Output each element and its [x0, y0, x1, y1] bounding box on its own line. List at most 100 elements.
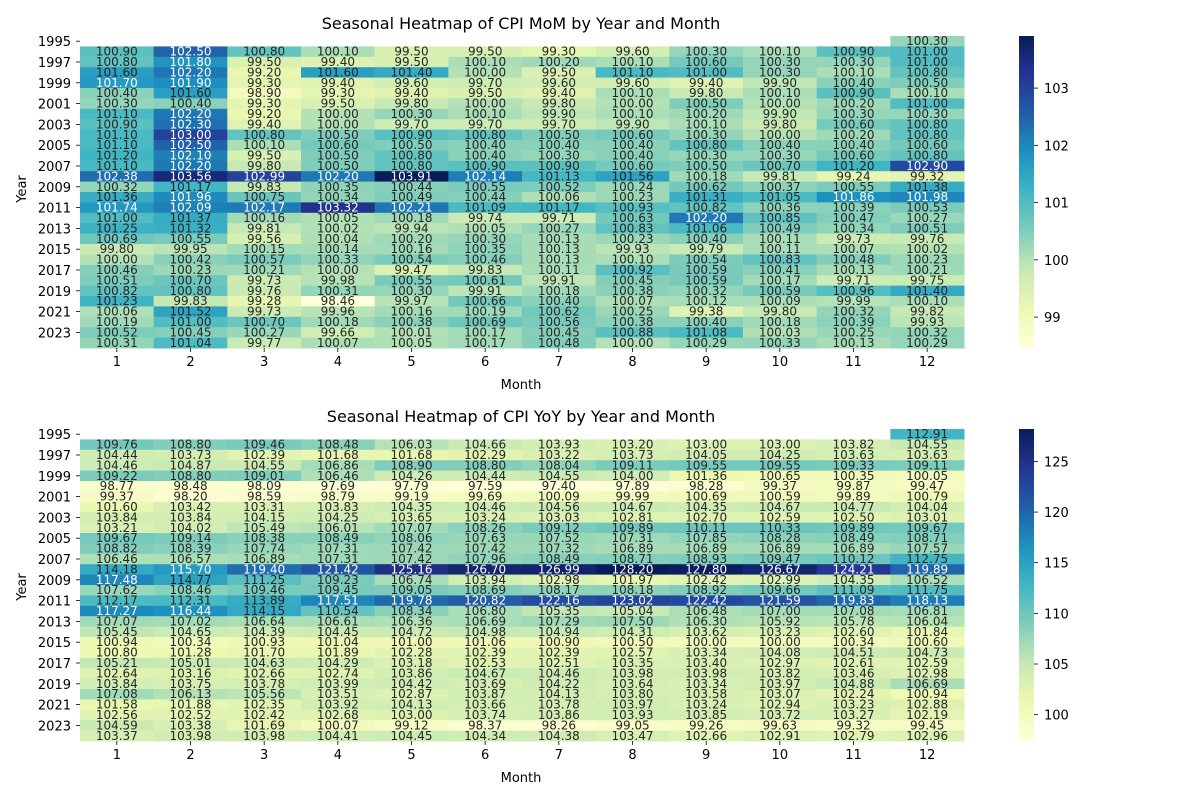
heatmap-cell	[890, 553, 965, 565]
cell-value-label: 103.35	[612, 656, 654, 670]
cell-value-label: 109.01	[243, 469, 285, 483]
heatmap-cell	[80, 689, 155, 700]
cell-value-label: 104.63	[243, 656, 285, 670]
heatmap-cell	[301, 275, 376, 287]
heatmap-cell	[595, 637, 670, 648]
cell-value-label: 118.13	[906, 594, 948, 608]
heatmap-cell	[448, 574, 523, 586]
y-tick-label: 2007	[38, 553, 71, 568]
cell-value-label: 101.17	[538, 201, 580, 215]
cell-value-label: 123.02	[612, 594, 654, 608]
cell-value-label: 112.91	[906, 427, 948, 441]
cell-value-label: 100.52	[96, 325, 138, 339]
heatmap-cell	[743, 233, 818, 245]
heatmap-cell	[448, 522, 523, 534]
mom-colorbar: 99 100 101 102 103	[1019, 36, 1069, 348]
heatmap-cell	[522, 585, 597, 596]
heatmap-cell	[80, 119, 155, 131]
heatmap-cell	[227, 98, 302, 110]
heatmap-cell	[448, 449, 523, 461]
cell-value-label: 100.49	[759, 221, 801, 235]
heatmap-cell	[522, 491, 597, 503]
cell-value-label: 99.20	[247, 107, 281, 121]
heatmap-cell	[448, 689, 523, 700]
heatmap-cell	[522, 564, 597, 576]
cell-value-label: 101.97	[612, 573, 654, 587]
heatmap-cell	[153, 574, 228, 586]
heatmap-cell	[448, 46, 523, 58]
cell-value-label: 104.38	[538, 729, 580, 743]
heatmap-cell	[448, 709, 523, 721]
cell-value-label: 108.26	[464, 521, 506, 535]
cell-value-label: 100.13	[833, 336, 875, 350]
cell-value-label: 102.30	[170, 117, 212, 131]
heatmap-cell	[669, 88, 744, 99]
cell-value-label: 100.16	[391, 242, 433, 256]
heatmap-cell	[522, 533, 597, 544]
cell-value-label: 100.47	[833, 211, 875, 225]
heatmap-cell	[80, 129, 155, 141]
cell-value-label: 106.04	[906, 614, 948, 628]
heatmap-cell	[522, 337, 597, 349]
cell-value-label: 104.67	[464, 666, 506, 680]
cell-value-label: 103.98	[612, 666, 654, 680]
cell-value-label: 106.81	[906, 604, 948, 618]
cell-value-label: 101.74	[96, 201, 138, 215]
heatmap-cell	[890, 449, 965, 461]
heatmap-cell	[669, 699, 744, 711]
cell-value-label: 99.60	[615, 76, 649, 90]
x-tick-label: 10	[772, 748, 789, 763]
y-tick-label: 2017	[38, 264, 71, 279]
heatmap-cell	[80, 709, 155, 721]
heatmap-cell	[374, 637, 449, 648]
cell-value-label: 100.90	[96, 117, 138, 131]
cell-value-label: 103.00	[759, 438, 801, 452]
heatmap-cell	[153, 553, 228, 565]
heatmap-cell	[743, 129, 818, 141]
heatmap-cell	[743, 192, 818, 203]
cell-value-label: 124.21	[833, 562, 875, 576]
heatmap-cell	[816, 564, 891, 576]
heatmap-cell	[816, 439, 891, 451]
heatmap-cell	[153, 699, 228, 711]
heatmap-cell	[669, 491, 744, 503]
heatmap-cell	[743, 730, 818, 742]
heatmap-cell	[669, 119, 744, 131]
heatmap-cell	[227, 512, 302, 524]
heatmap-cell	[301, 119, 376, 131]
cell-value-label: 102.42	[243, 708, 285, 722]
heatmap-cell	[153, 481, 228, 492]
heatmap-cell	[522, 223, 597, 235]
heatmap-cell	[669, 657, 744, 669]
heatmap-cell	[374, 223, 449, 235]
heatmap-cell	[374, 699, 449, 711]
heatmap-cell	[669, 678, 744, 690]
cell-value-label: 100.32	[906, 325, 948, 339]
cell-value-label: 100.18	[685, 169, 727, 183]
cell-value-label: 102.90	[906, 159, 948, 173]
cell-value-label: 100.48	[538, 336, 580, 350]
cell-value-label: 100.14	[317, 242, 359, 256]
cell-value-label: 104.34	[464, 729, 506, 743]
cell-value-label: 100.83	[759, 253, 801, 267]
cell-value-label: 100.10	[612, 55, 654, 69]
cell-value-label: 99.89	[836, 490, 870, 504]
y-tick-label: 2019	[38, 678, 71, 693]
heatmap-cell	[301, 543, 376, 555]
colorbar-tick-label: 105	[1044, 658, 1069, 673]
heatmap-cell	[153, 626, 228, 638]
heatmap-cell	[890, 285, 965, 297]
heatmap-cell	[816, 605, 891, 617]
x-tick-label: 4	[334, 748, 342, 763]
cell-value-label: 100.32	[96, 180, 138, 194]
heatmap-cell	[153, 449, 228, 461]
heatmap-cell	[816, 501, 891, 513]
heatmap-cell	[816, 129, 891, 141]
x-tick-label: 1	[113, 355, 121, 370]
heatmap-cell	[80, 254, 155, 266]
cell-value-label: 98.48	[173, 479, 207, 493]
cell-value-label: 108.93	[685, 552, 727, 566]
heatmap-cell	[227, 439, 302, 451]
heatmap-cell	[153, 108, 228, 120]
cell-value-label: 103.74	[464, 708, 506, 722]
